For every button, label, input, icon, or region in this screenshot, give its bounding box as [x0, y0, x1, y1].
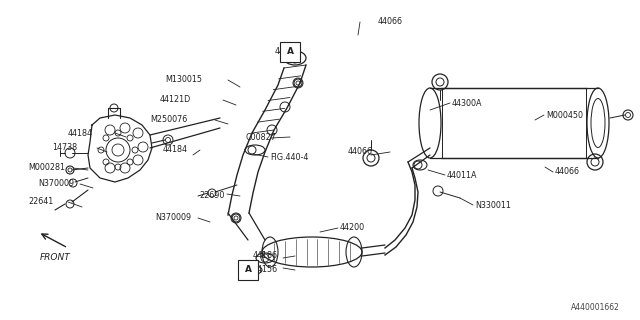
Text: 44200: 44200 [340, 223, 365, 233]
Text: 44066: 44066 [348, 148, 373, 156]
Text: M130015: M130015 [165, 76, 202, 84]
Text: N370009: N370009 [38, 180, 74, 188]
FancyBboxPatch shape [238, 260, 258, 280]
Text: 14738: 14738 [52, 143, 77, 153]
Text: 44121D: 44121D [160, 95, 191, 105]
Text: A: A [244, 266, 252, 275]
Text: 44011A: 44011A [447, 171, 477, 180]
Text: A440001662: A440001662 [571, 303, 620, 312]
Text: 44184: 44184 [163, 146, 188, 155]
Text: C00827: C00827 [245, 132, 276, 141]
Text: 44184: 44184 [68, 129, 93, 138]
Text: FIG.440-4: FIG.440-4 [270, 153, 308, 162]
Text: 22641: 22641 [28, 197, 53, 206]
Text: A: A [287, 47, 294, 57]
Text: N330011: N330011 [475, 201, 511, 210]
Text: M000450: M000450 [546, 110, 583, 119]
Text: 44186: 44186 [253, 252, 278, 260]
Text: M250076: M250076 [150, 116, 188, 124]
Text: 44156: 44156 [253, 266, 278, 275]
Text: M000281: M000281 [28, 164, 65, 172]
Text: 44066: 44066 [378, 18, 403, 27]
Text: N370009: N370009 [155, 213, 191, 222]
Text: 44300A: 44300A [452, 99, 483, 108]
Text: 44284: 44284 [275, 47, 300, 57]
Text: FRONT: FRONT [40, 253, 70, 262]
FancyBboxPatch shape [280, 42, 300, 62]
Text: 44066: 44066 [555, 167, 580, 177]
Text: 22690: 22690 [199, 191, 225, 201]
